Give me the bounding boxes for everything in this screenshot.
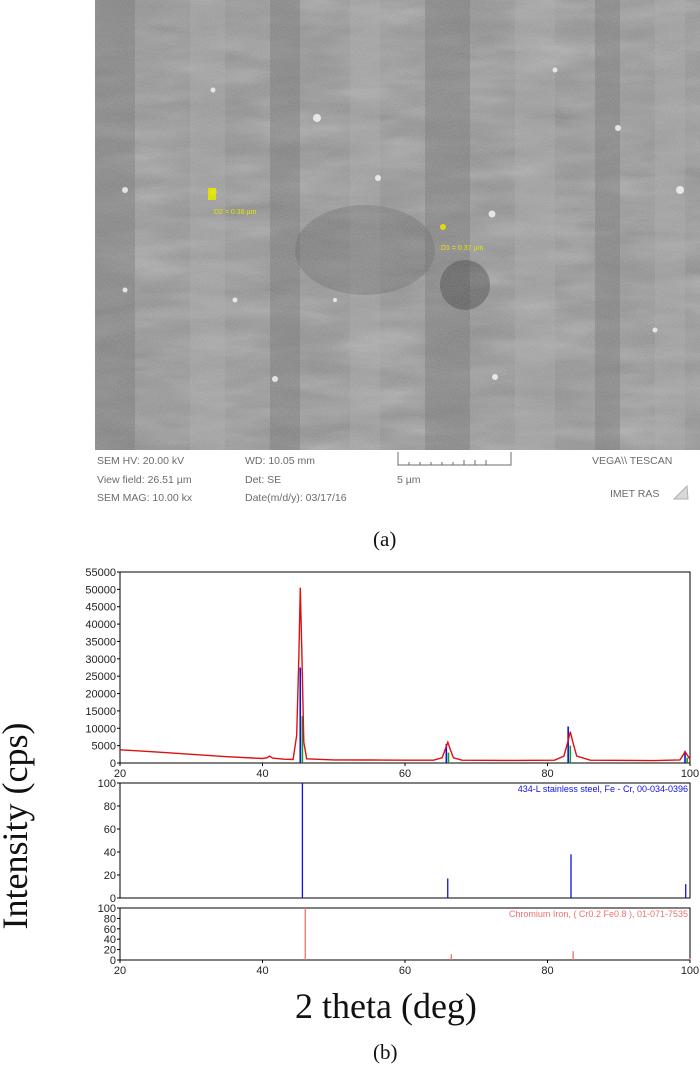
y-tick-label: 40 (104, 847, 116, 859)
scale-bar (397, 452, 512, 466)
y-tick-label: 50000 (85, 584, 116, 596)
particle-marker (440, 224, 446, 230)
sem-wd-label: WD: 10.05 mm (245, 455, 316, 467)
y-tick-label: 20 (104, 870, 116, 882)
y-tick-label: 0 (110, 893, 116, 905)
x-axis-label: 2 theta (deg) (295, 986, 477, 1026)
caption-a: (a) (373, 527, 397, 551)
sem-date-label: Date(m/d/y): 03/17/16 (245, 492, 347, 504)
plot-frame (119, 571, 691, 764)
reference-title: 434-L stainless steel, Fe - Cr, 00-034-0… (518, 784, 688, 794)
y-tick-label: 100 (98, 903, 116, 915)
instrument-brand: VEGA\\ TESCAN (592, 455, 673, 467)
x-tick-label: 20 (114, 768, 126, 780)
y-tick-label: 10000 (85, 723, 116, 735)
x-tick-label: 80 (541, 768, 553, 780)
y-tick-label: 80 (104, 913, 116, 925)
sem-hv-label: SEM HV: 20.00 kV (97, 455, 185, 467)
y-tick-label: 20 (104, 945, 116, 957)
x-tick-label: 40 (256, 768, 268, 780)
lab-logo-icon (672, 484, 689, 500)
lab-label: IMET RAS (610, 488, 660, 500)
y-tick-label: 55000 (85, 567, 116, 579)
y-tick-label: 25000 (85, 671, 116, 683)
y-tick-label: 35000 (85, 636, 116, 648)
y-tick-label: 40 (104, 934, 116, 946)
caption-b: (b) (373, 1040, 398, 1064)
y-axis-label: Intensity (cps) (0, 722, 35, 930)
diffractogram-panel: 0 5000 10000 15000 20000 25000 30000 35000 40000… (85, 567, 699, 780)
reference-title: Chromium Iron, ( Cr0.2 Fe0.8 ), 01-071-7… (509, 909, 688, 919)
scale-bar-label: 5 µm (397, 474, 421, 486)
y-tick-label: 30000 (85, 654, 116, 666)
y-tick-label: 5000 (92, 741, 116, 753)
particle-marker (208, 188, 216, 200)
x-tick-label: 60 (399, 965, 411, 977)
y-tick-label: 45000 (85, 602, 116, 614)
sem-mag-label: SEM MAG: 10.00 kx (97, 492, 193, 504)
measurement-label: D1 = 0.37 µm (441, 245, 484, 252)
y-tick-label: 60 (104, 824, 116, 836)
y-tick-label: 100 (98, 778, 116, 790)
x-tick-label: 100 (681, 965, 699, 977)
y-tick-label: 20000 (85, 689, 116, 701)
y-tick-label: 0 (110, 758, 116, 770)
x-tick-label: 20 (114, 965, 126, 977)
x-tick-label: 80 (541, 965, 553, 977)
plot-frame (119, 782, 691, 899)
x-tick-label: 100 (681, 768, 699, 780)
y-tick-label: 15000 (85, 706, 116, 718)
y-tick-label: 60 (104, 924, 116, 936)
x-tick-label: 60 (399, 768, 411, 780)
y-tick-label: 80 (104, 801, 116, 813)
measurement-label: D2 = 0.36 µm (214, 209, 257, 216)
xrd-chart: 0500010000150002000025000300003500040000… (85, 567, 700, 977)
reference-panel-steel: 0 20 40 60 80 100 434-L stainless steel, Fe - … (98, 778, 691, 905)
diffraction-pattern-line (119, 587, 691, 762)
y-tick-label: 0 (110, 955, 116, 967)
sem-view-field-label: View field: 26.51 µm (97, 474, 192, 486)
y-tick-label: 40000 (85, 619, 116, 631)
x-tick-label: 40 (256, 965, 268, 977)
sem-det-label: Det: SE (245, 474, 282, 486)
sem-micrograph: D2 = 0.36 µm D1 = 0.37 µm (95, 0, 700, 450)
